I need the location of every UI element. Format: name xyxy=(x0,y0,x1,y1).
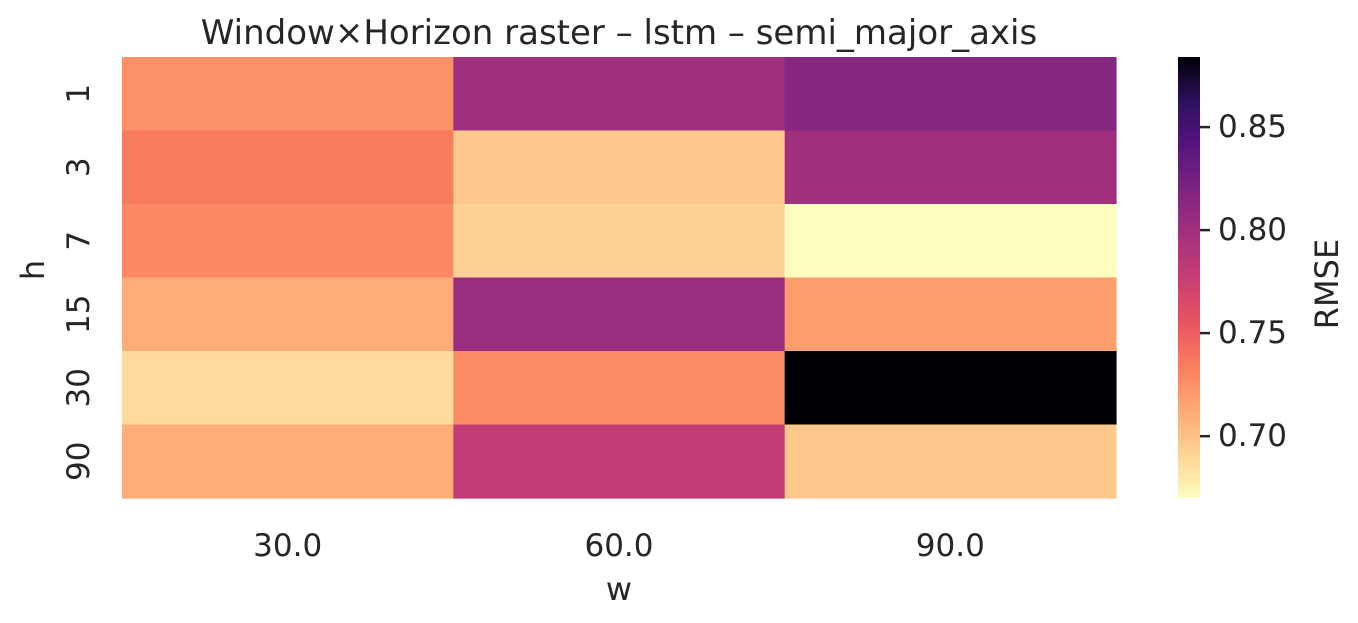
heatmap-cell xyxy=(784,57,1117,132)
colorbar-ticks: 0.70 0.75 0.80 0.85 xyxy=(1200,109,1287,454)
heatmap-cell xyxy=(453,424,786,499)
y-tick-label: 15 xyxy=(61,295,97,334)
heatmap-cells xyxy=(122,57,1117,499)
colorbar-tick-label: 0.70 xyxy=(1218,418,1287,454)
heatmap-cell xyxy=(453,57,786,132)
heatmap-cell xyxy=(784,351,1117,426)
y-tick-label: 3 xyxy=(61,157,97,177)
heatmap-cell xyxy=(453,351,786,426)
y-tick-label: 1 xyxy=(61,84,97,104)
x-tick-label: 30.0 xyxy=(253,528,322,564)
heatmap-cell xyxy=(122,424,454,499)
heatmap-cell xyxy=(122,351,454,426)
y-tick-label: 30 xyxy=(61,368,97,407)
heatmap-cell xyxy=(784,204,1117,279)
y-tick-label: 90 xyxy=(61,442,97,481)
heatmap-cell xyxy=(784,130,1117,205)
heatmap-cell xyxy=(784,424,1117,499)
colorbar-tick-label: 0.75 xyxy=(1218,315,1287,351)
heatmap-cell xyxy=(122,277,454,352)
heatmap-cell xyxy=(122,204,454,279)
colorbar-label: RMSE xyxy=(1308,239,1346,329)
colorbar-tick-label: 0.85 xyxy=(1218,109,1287,145)
chart-title: Window×Horizon raster – lstm – semi_majo… xyxy=(201,13,1037,53)
heatmap-cell xyxy=(122,130,454,205)
heatmap-cell xyxy=(784,277,1117,352)
heatmap-cell xyxy=(453,277,786,352)
heatmap-cell xyxy=(453,204,786,279)
y-tick-label: 7 xyxy=(61,231,97,251)
colorbar-tick-label: 0.80 xyxy=(1218,212,1287,248)
y-tick-labels: 1 3 7 15 30 90 xyxy=(61,84,97,481)
x-tick-label: 60.0 xyxy=(584,528,653,564)
x-tick-label: 90.0 xyxy=(916,528,985,564)
y-axis-label: h xyxy=(14,260,52,280)
x-tick-labels: 30.0 60.0 90.0 xyxy=(253,528,985,564)
heatmap-cell xyxy=(122,57,454,132)
x-axis-label: w xyxy=(606,570,632,608)
colorbar xyxy=(1178,57,1200,498)
heatmap-cell xyxy=(453,130,786,205)
